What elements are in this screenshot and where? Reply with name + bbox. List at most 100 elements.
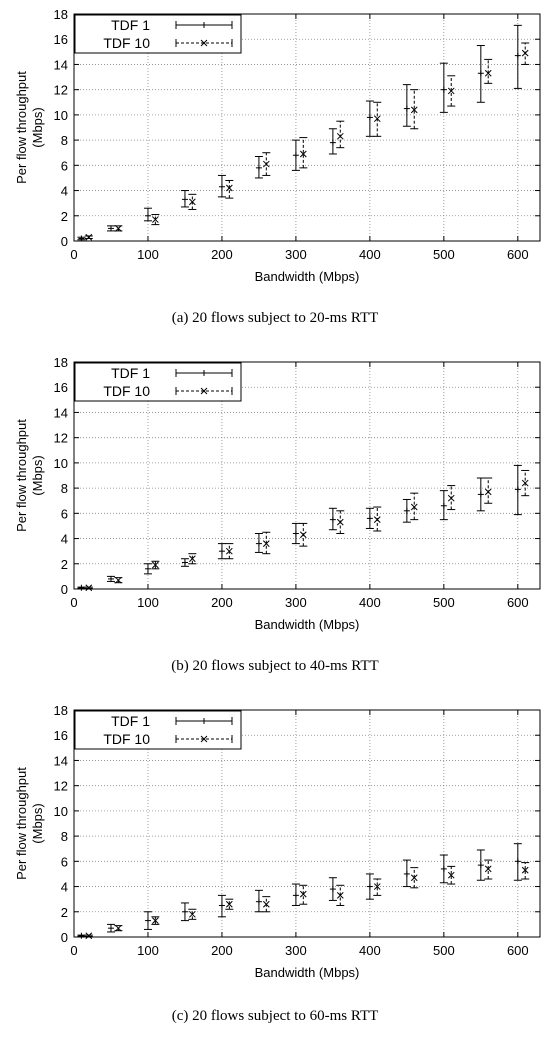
x-tick-label: 300 bbox=[285, 943, 307, 958]
y-axis-label: Per flow throughput bbox=[14, 71, 29, 184]
x-tick-label: 600 bbox=[507, 247, 529, 262]
data-point-cross bbox=[447, 494, 455, 502]
data-point-cross bbox=[373, 883, 381, 890]
y-tick-label: 10 bbox=[54, 456, 68, 471]
y-axis-label-unit: (Mbps) bbox=[30, 455, 45, 495]
plot-frame bbox=[73, 709, 541, 938]
data-point-cross bbox=[188, 198, 196, 206]
y-tick-label: 0 bbox=[61, 234, 68, 249]
data-point-cross bbox=[484, 69, 492, 77]
y-tick-label: 4 bbox=[61, 184, 68, 199]
y-tick-label: 2 bbox=[61, 905, 68, 920]
y-tick-label: 18 bbox=[54, 7, 68, 22]
data-point-cross bbox=[484, 488, 492, 496]
data-point-cross bbox=[521, 866, 529, 874]
series-tdf-1 bbox=[77, 24, 522, 242]
chart-b-svg: 0 2 4 6 8 10 12 14 16 18 0 100 200 300 400 500 600 Bandwi… bbox=[14, 355, 541, 632]
x-tick-label: 600 bbox=[507, 595, 529, 610]
data-point-cross bbox=[336, 132, 344, 140]
series-tdf-10 bbox=[84, 42, 530, 241]
x-axis-label: Bandwidth (Mbps) bbox=[255, 269, 360, 284]
data-point-cross bbox=[410, 503, 418, 511]
x-tick-label: 400 bbox=[359, 943, 381, 958]
legend-marker bbox=[200, 387, 208, 395]
data-point-cross bbox=[410, 874, 418, 882]
y-tick-label: 6 bbox=[61, 158, 68, 173]
data-point-cross bbox=[225, 184, 233, 192]
series-tdf-10 bbox=[84, 469, 530, 592]
y-tick-label: 6 bbox=[61, 854, 68, 869]
y-tick-label: 14 bbox=[54, 405, 68, 420]
x-axis-label: Bandwidth (Mbps) bbox=[255, 965, 360, 980]
x-tick-label: 400 bbox=[359, 595, 381, 610]
x-tick-label: 0 bbox=[70, 943, 77, 958]
legend: TDF 1 TDF 10 bbox=[74, 14, 242, 54]
legend-box bbox=[74, 710, 242, 750]
series-tdf-1 bbox=[77, 464, 522, 591]
data-point-cross bbox=[299, 531, 307, 539]
y-tick-label: 12 bbox=[54, 83, 68, 98]
legend-label: TDF 1 bbox=[111, 17, 150, 33]
legend-label: TDF 1 bbox=[111, 713, 150, 729]
chart-b: 0 2 4 6 8 10 12 14 16 18 0 100 200 300 400 500 600 Bandwi… bbox=[0, 348, 550, 696]
x-tick-label: 100 bbox=[137, 595, 159, 610]
y-tick-label: 0 bbox=[61, 582, 68, 597]
y-tick-label: 14 bbox=[54, 57, 68, 72]
data-point-cross bbox=[262, 160, 270, 168]
y-tick-label: 14 bbox=[54, 753, 68, 768]
y-tick-label: 2 bbox=[61, 209, 68, 224]
legend-box bbox=[74, 362, 242, 402]
chart-c-caption: (c) 20 flows subject to 60-ms RTT bbox=[171, 1008, 379, 1024]
data-point-cross bbox=[447, 87, 455, 95]
y-tick-label: 10 bbox=[54, 804, 68, 819]
y-tick-label: 16 bbox=[54, 728, 68, 743]
chart-b-caption: (b) 20 flows subject to 40-ms RTT bbox=[171, 658, 379, 674]
legend-label: TDF 10 bbox=[103, 35, 150, 51]
data-point-cross bbox=[336, 518, 344, 526]
y-tick-label: 0 bbox=[61, 930, 68, 945]
data-point-cross bbox=[262, 540, 270, 547]
data-point-cross bbox=[152, 917, 159, 924]
plot-frame bbox=[73, 361, 541, 590]
x-tick-label: 0 bbox=[70, 595, 77, 610]
y-axis-label-unit: (Mbps) bbox=[30, 803, 45, 843]
data-point-cross bbox=[152, 216, 159, 223]
y-tick-label: 4 bbox=[61, 532, 68, 547]
data-point-cross bbox=[115, 576, 122, 584]
data-point-cross bbox=[521, 49, 529, 57]
legend-label: TDF 1 bbox=[111, 365, 150, 381]
y-tick-label: 4 bbox=[61, 880, 68, 895]
chart-a: 0 2 4 6 8 10 12 14 16 18 0 100 200 300 400 500 600 Bandwi… bbox=[0, 0, 550, 348]
data-point-cross bbox=[85, 584, 93, 592]
y-tick-label: 2 bbox=[61, 557, 68, 572]
series-tdf-10 bbox=[84, 859, 530, 940]
y-tick-label: 16 bbox=[54, 32, 68, 47]
data-point-cross bbox=[188, 910, 196, 918]
x-tick-label: 100 bbox=[137, 943, 159, 958]
data-point-cross bbox=[115, 225, 122, 232]
x-tick-label: 400 bbox=[359, 247, 381, 262]
legend-label: TDF 10 bbox=[103, 383, 150, 399]
y-tick-label: 12 bbox=[54, 779, 68, 794]
x-tick-label: 200 bbox=[211, 943, 233, 958]
legend-marker bbox=[200, 39, 208, 47]
x-tick-label: 300 bbox=[285, 247, 307, 262]
legend-marker bbox=[200, 735, 208, 743]
data-point-cross bbox=[225, 547, 233, 555]
x-tick-label: 100 bbox=[137, 247, 159, 262]
chart-c: 0 2 4 6 8 10 12 14 16 18 0 100 200 300 400 500 600 Bandwi… bbox=[0, 696, 550, 1044]
y-tick-label: 12 bbox=[54, 431, 68, 446]
chart-c-svg: 0 2 4 6 8 10 12 14 16 18 0 100 200 300 400 500 600 Bandwi… bbox=[14, 703, 541, 980]
series-tdf-1 bbox=[77, 843, 522, 939]
data-point-cross bbox=[262, 900, 270, 908]
y-tick-label: 18 bbox=[54, 703, 68, 718]
data-point-cross bbox=[85, 932, 93, 940]
x-tick-label: 300 bbox=[285, 595, 307, 610]
legend: TDF 1 TDF 10 bbox=[74, 710, 242, 750]
data-point-cross bbox=[410, 106, 418, 114]
plot-frame bbox=[73, 13, 541, 242]
y-tick-label: 8 bbox=[61, 829, 68, 844]
x-axis-label: Bandwidth (Mbps) bbox=[255, 617, 360, 632]
data-point-cross bbox=[373, 115, 381, 123]
y-tick-label: 16 bbox=[54, 380, 68, 395]
